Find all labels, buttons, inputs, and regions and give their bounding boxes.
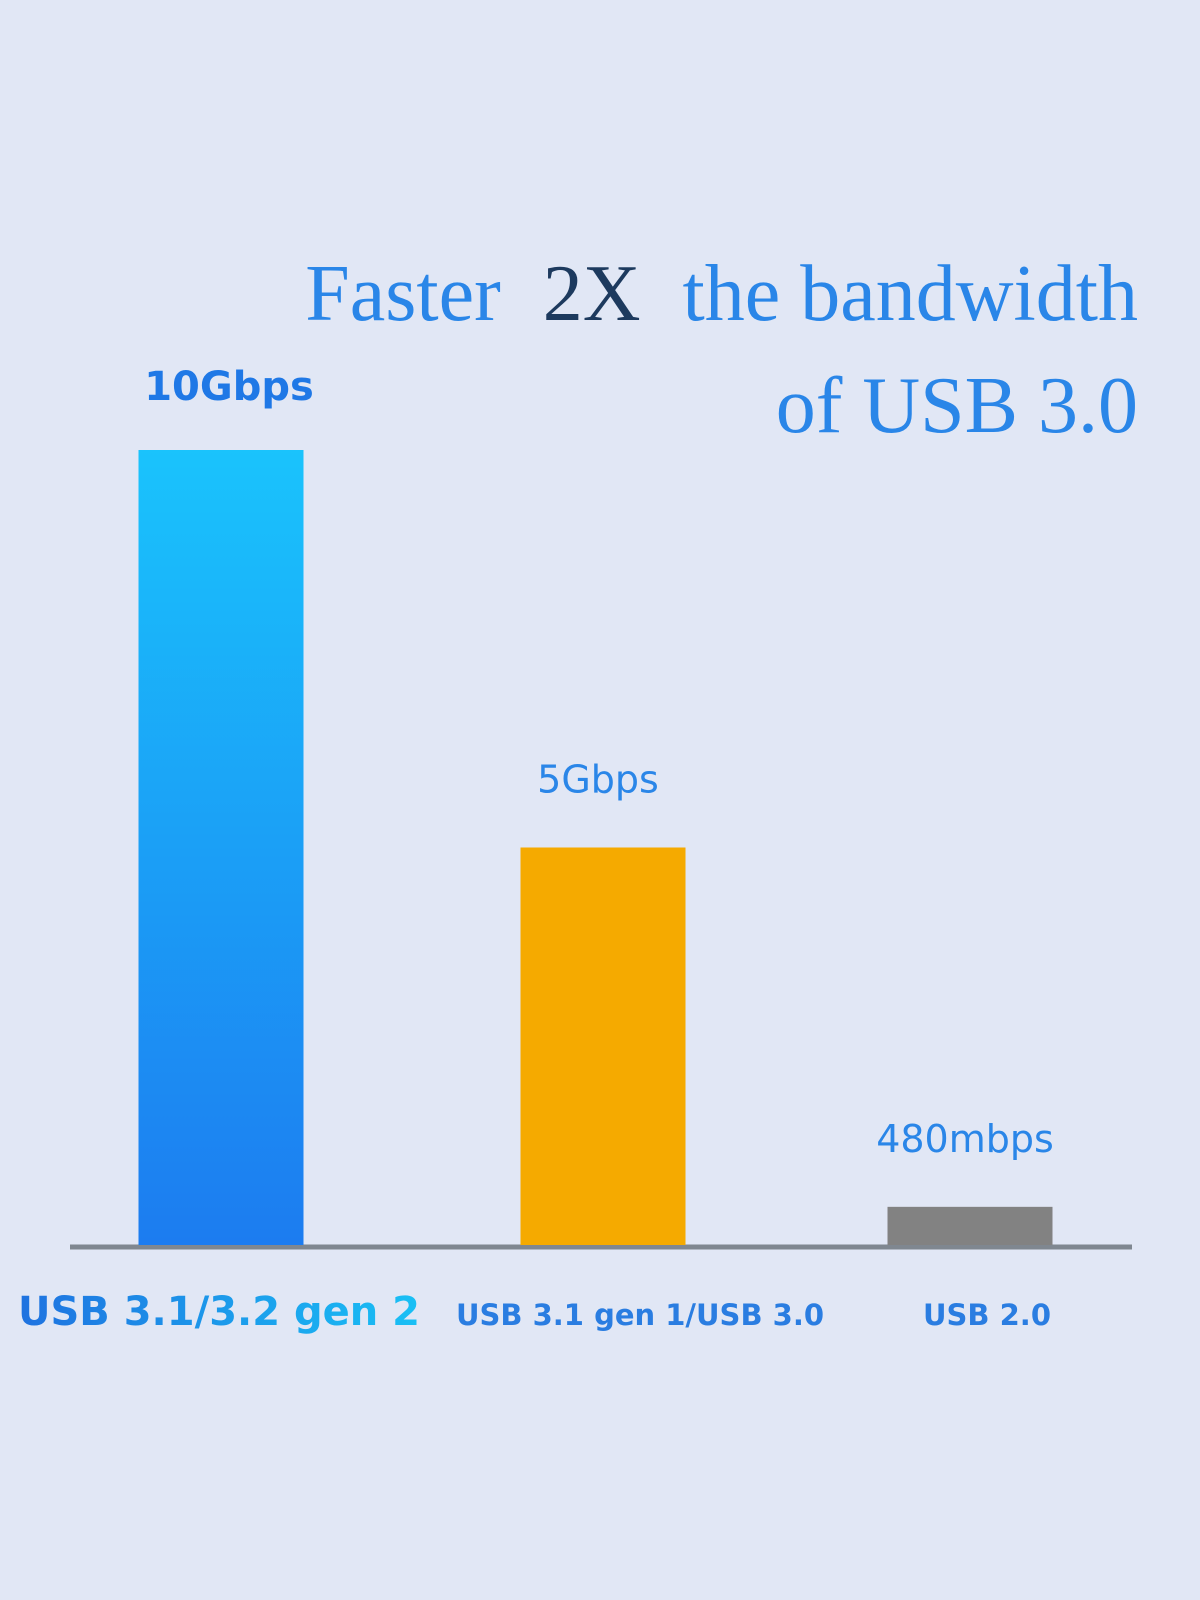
x-tick-label: USB 3.1/3.2 gen 2 [18,1289,420,1335]
chart-title: Faster 2X the bandwidth [305,250,1138,338]
value-label: 480mbps [876,1117,1054,1161]
x-tick-label: USB 2.0 [923,1298,1051,1332]
bar [520,847,686,1245]
title-part: the bandwidth [683,250,1138,338]
bar [887,1206,1053,1245]
bar [138,450,304,1245]
title-part: Faster [305,250,501,338]
value-label: 5Gbps [537,758,659,802]
value-label: 10Gbps [144,364,314,410]
title-highlight: 2X [543,250,641,338]
x-tick-label: USB 3.1 gen 1/USB 3.0 [456,1298,824,1332]
chart-title-line: of USB 3.0 [776,362,1138,450]
